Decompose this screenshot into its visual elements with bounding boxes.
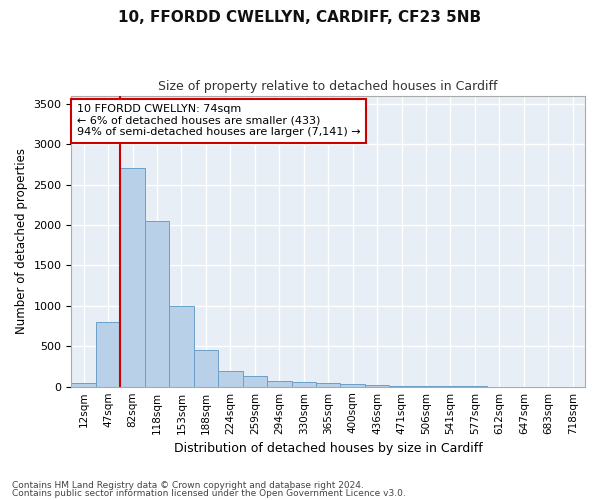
Bar: [194, 350, 218, 386]
Bar: [292, 382, 316, 386]
Text: Contains public sector information licensed under the Open Government Licence v3: Contains public sector information licen…: [12, 488, 406, 498]
Bar: [316, 382, 340, 386]
X-axis label: Distribution of detached houses by size in Cardiff: Distribution of detached houses by size …: [174, 442, 482, 455]
Bar: [145, 221, 169, 386]
Y-axis label: Number of detached properties: Number of detached properties: [15, 148, 28, 334]
Bar: [218, 370, 242, 386]
Bar: [267, 381, 292, 386]
Text: 10, FFORDD CWELLYN, CARDIFF, CF23 5NB: 10, FFORDD CWELLYN, CARDIFF, CF23 5NB: [118, 10, 482, 25]
Text: 10 FFORDD CWELLYN: 74sqm
← 6% of detached houses are smaller (433)
94% of semi-d: 10 FFORDD CWELLYN: 74sqm ← 6% of detache…: [77, 104, 360, 138]
Bar: [169, 306, 194, 386]
Bar: [71, 382, 96, 386]
Title: Size of property relative to detached houses in Cardiff: Size of property relative to detached ho…: [158, 80, 498, 93]
Text: Contains HM Land Registry data © Crown copyright and database right 2024.: Contains HM Land Registry data © Crown c…: [12, 481, 364, 490]
Bar: [96, 322, 121, 386]
Bar: [340, 384, 365, 386]
Bar: [121, 168, 145, 386]
Bar: [242, 376, 267, 386]
